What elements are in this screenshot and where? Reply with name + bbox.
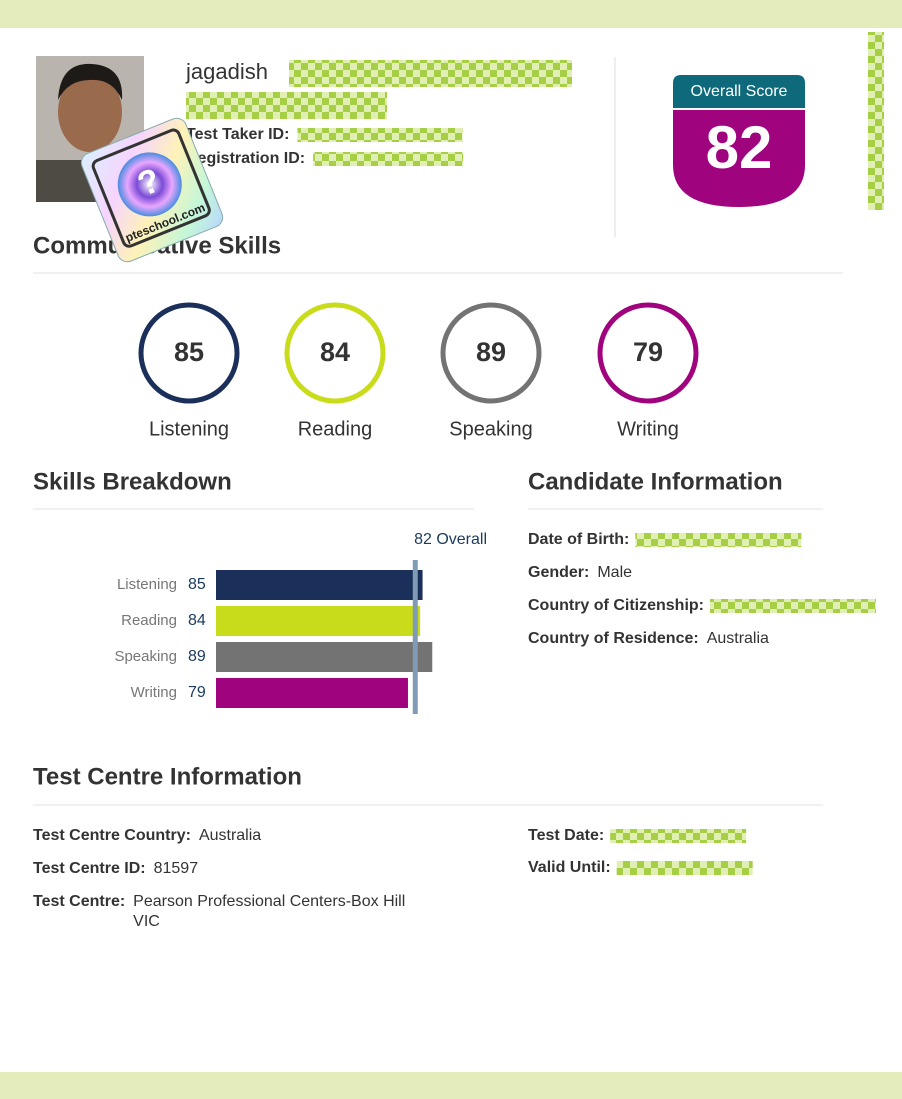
field-label: Test Centre ID: xyxy=(33,860,146,877)
bar-value: 89 xyxy=(188,648,206,665)
field-label: Gender: xyxy=(528,564,589,581)
section-title: Candidate Information xyxy=(528,468,783,495)
field-label: Registration ID: xyxy=(186,150,305,167)
field-label: Test Centre Country: xyxy=(33,827,191,844)
redaction xyxy=(297,128,463,142)
bar xyxy=(216,606,421,636)
overall-marker-label: 82 Overall xyxy=(414,531,487,548)
bar-value: 85 xyxy=(188,576,206,593)
skill-ring xyxy=(284,302,386,404)
field-value: Male xyxy=(597,564,632,581)
section-title: Test Centre Information xyxy=(33,763,302,790)
field-label: Country of Citizenship: xyxy=(528,597,704,614)
redaction xyxy=(868,32,884,210)
text-line: VIC xyxy=(133,913,160,930)
bar-label: Speaking xyxy=(114,648,177,665)
skill-score: 79 xyxy=(633,337,663,367)
field-value: Australia xyxy=(707,630,769,647)
bar xyxy=(216,678,408,708)
bar-label: Listening xyxy=(117,576,177,593)
bar-value: 84 xyxy=(188,612,206,629)
skill-score: 84 xyxy=(320,337,350,367)
field-value: Australia xyxy=(199,827,261,844)
section-title: Skills Breakdown xyxy=(33,468,232,495)
field-label: Date of Birth: xyxy=(528,531,629,548)
skill-ring xyxy=(440,302,542,404)
skill-name: Listening xyxy=(149,418,229,440)
redaction xyxy=(635,533,802,547)
watermark: ? pteschool.com xyxy=(80,117,224,263)
field-label: Test Taker ID: xyxy=(186,126,289,143)
bar-label: Reading xyxy=(121,612,177,629)
bar xyxy=(216,570,423,600)
field-label: Country of Residence: xyxy=(528,630,699,647)
skill-ring xyxy=(597,302,699,404)
redaction xyxy=(313,152,464,166)
skill-name: Speaking xyxy=(449,418,532,440)
field-value: 81597 xyxy=(154,860,199,877)
top-band xyxy=(0,0,902,28)
redaction xyxy=(709,599,876,613)
skill-name: Writing xyxy=(617,418,679,440)
skill-score: 85 xyxy=(174,337,204,367)
overall-value: 82 xyxy=(706,114,773,181)
skill-score: 89 xyxy=(476,337,506,367)
redaction xyxy=(616,861,753,875)
redaction xyxy=(186,92,387,119)
bar-label: Writing xyxy=(131,684,177,701)
bar-value: 79 xyxy=(188,684,206,701)
field-value: Pearson Professional Centers-Box Hill VIC xyxy=(133,893,405,930)
redaction xyxy=(289,60,572,87)
skill-ring xyxy=(138,302,240,404)
field-label: Test Date: xyxy=(528,827,604,844)
field-label: Test Centre: xyxy=(33,893,125,910)
text-line: Pearson Professional Centers-Box Hill xyxy=(133,893,405,910)
field-label: Valid Until: xyxy=(528,859,611,876)
skill-name: Reading xyxy=(298,418,373,440)
overall-label: Overall Score xyxy=(691,83,788,100)
redaction xyxy=(610,829,747,843)
overall-badge: Overall Score 82 xyxy=(673,75,805,207)
bar xyxy=(216,642,433,672)
candidate-name: jagadish xyxy=(185,59,268,84)
bottom-band xyxy=(0,1072,902,1099)
